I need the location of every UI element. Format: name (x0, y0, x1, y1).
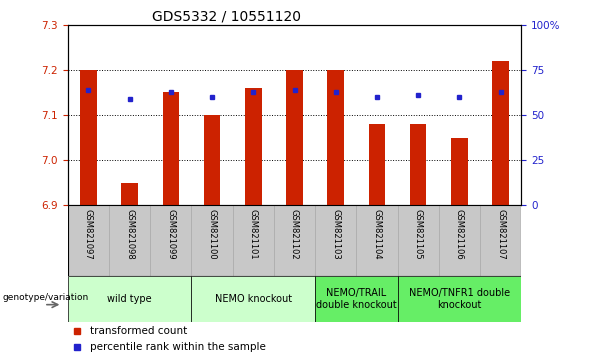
Text: percentile rank within the sample: percentile rank within the sample (91, 342, 266, 352)
Text: GSM821104: GSM821104 (372, 209, 382, 259)
Text: NEMO/TRAIL
double knockout: NEMO/TRAIL double knockout (316, 288, 397, 310)
Text: GSM821106: GSM821106 (455, 209, 464, 259)
Bar (369, 124, 385, 205)
Bar (315, 276, 398, 322)
Text: GSM821105: GSM821105 (413, 209, 423, 259)
Text: wild type: wild type (107, 294, 152, 304)
Bar (191, 205, 233, 276)
Bar (150, 205, 191, 276)
Bar (410, 124, 426, 205)
Bar (356, 205, 398, 276)
Text: GSM821107: GSM821107 (496, 209, 505, 259)
Title: GDS5332 / 10551120: GDS5332 / 10551120 (152, 10, 301, 24)
Bar (480, 205, 521, 276)
Text: GSM821102: GSM821102 (290, 209, 299, 259)
Bar (398, 276, 521, 322)
Bar (274, 205, 315, 276)
Bar (286, 70, 303, 205)
Text: NEMO knockout: NEMO knockout (215, 294, 292, 304)
Bar (204, 115, 220, 205)
Bar (68, 276, 191, 322)
Text: GSM821098: GSM821098 (125, 209, 134, 259)
Text: GSM821097: GSM821097 (84, 209, 93, 259)
Text: GSM821103: GSM821103 (331, 209, 340, 259)
Bar (327, 70, 344, 205)
Text: genotype/variation: genotype/variation (3, 293, 89, 302)
Bar (233, 205, 274, 276)
Bar (163, 92, 179, 205)
Text: GSM821099: GSM821099 (166, 209, 176, 259)
Bar (492, 61, 509, 205)
Bar (80, 70, 97, 205)
Text: transformed count: transformed count (91, 326, 188, 336)
Bar (68, 205, 109, 276)
Bar (315, 205, 356, 276)
Bar (191, 276, 315, 322)
Bar (439, 205, 480, 276)
Bar (245, 88, 262, 205)
Text: GSM821100: GSM821100 (207, 209, 217, 259)
Bar (398, 205, 439, 276)
Bar (109, 205, 150, 276)
Bar (451, 138, 468, 205)
Text: GSM821101: GSM821101 (249, 209, 258, 259)
Text: NEMO/TNFR1 double
knockout: NEMO/TNFR1 double knockout (409, 288, 510, 310)
Bar (121, 183, 138, 205)
